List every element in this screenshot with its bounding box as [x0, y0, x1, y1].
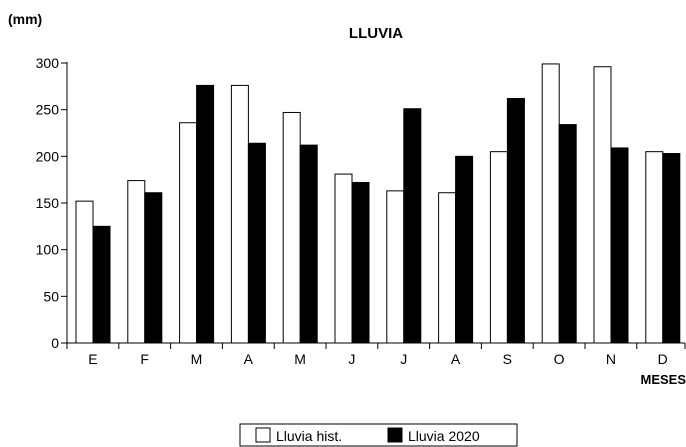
y-tick-label: 200: [36, 148, 60, 164]
x-tick-label: E: [88, 351, 97, 367]
legend-label: Lluvia 2020: [408, 428, 480, 444]
y-tick-label: 150: [36, 195, 60, 211]
chart-title: LLUVIA: [349, 25, 403, 42]
bar-lluvia-2020: [144, 192, 163, 344]
y-tick-label: 100: [36, 242, 60, 258]
legend-label: Lluvia hist.: [276, 428, 342, 444]
x-tick-label: M: [191, 351, 203, 367]
bar-lluvia-hist: [127, 180, 146, 344]
bar-lluvia-hist: [179, 122, 198, 344]
x-tick-label: M: [294, 351, 306, 367]
bar-lluvia-hist: [541, 63, 560, 344]
y-tick-label: 0: [51, 335, 59, 351]
bar-lluvia-hist: [75, 200, 94, 344]
x-tick-label: J: [348, 351, 355, 367]
x-tick-label: A: [451, 351, 461, 367]
bar-lluvia-2020: [247, 142, 266, 344]
bar-lluvia-2020: [558, 124, 577, 344]
x-tick-label: A: [244, 351, 254, 367]
x-tick-label: S: [503, 351, 512, 367]
bar-lluvia-hist: [334, 173, 353, 344]
y-tick-label: 300: [36, 55, 60, 71]
bar-lluvia-2020: [506, 97, 525, 344]
bar-lluvia-2020: [610, 147, 629, 344]
legend-swatch: [387, 427, 403, 443]
x-tick-label: F: [140, 351, 149, 367]
y-axis: 0 50 100 150 200 250 300: [36, 55, 68, 351]
bar-lluvia-2020: [92, 225, 111, 344]
y-tick-label: 250: [36, 102, 60, 118]
bar-lluvia-hist: [489, 151, 508, 344]
bar-lluvia-2020: [196, 84, 215, 344]
legend: Lluvia hist. Lluvia 2020: [239, 423, 518, 447]
bar-lluvia-hist: [645, 151, 664, 344]
legend-swatch: [255, 427, 271, 443]
x-tick-label: J: [400, 351, 407, 367]
bar-lluvia-hist: [593, 66, 612, 344]
x-axis-label: MESES: [640, 372, 686, 387]
y-unit-label: (mm): [8, 11, 42, 27]
bar-lluvia-hist: [230, 84, 249, 344]
y-tick-label: 50: [43, 288, 59, 304]
x-tick-label: N: [606, 351, 616, 367]
x-tick-label: O: [554, 351, 565, 367]
legend-box: [239, 423, 518, 447]
bar-lluvia-2020: [403, 108, 422, 344]
bar-lluvia-2020: [351, 181, 370, 344]
bar-lluvia-hist: [438, 192, 457, 344]
bar-lluvia-hist: [282, 111, 301, 344]
x-tick-label: D: [658, 351, 668, 367]
bar-lluvia-2020: [299, 144, 318, 344]
bar-lluvia-hist: [386, 190, 405, 344]
bar-lluvia-2020: [455, 155, 474, 344]
bars: [75, 63, 681, 344]
bar-lluvia-2020: [662, 153, 681, 344]
